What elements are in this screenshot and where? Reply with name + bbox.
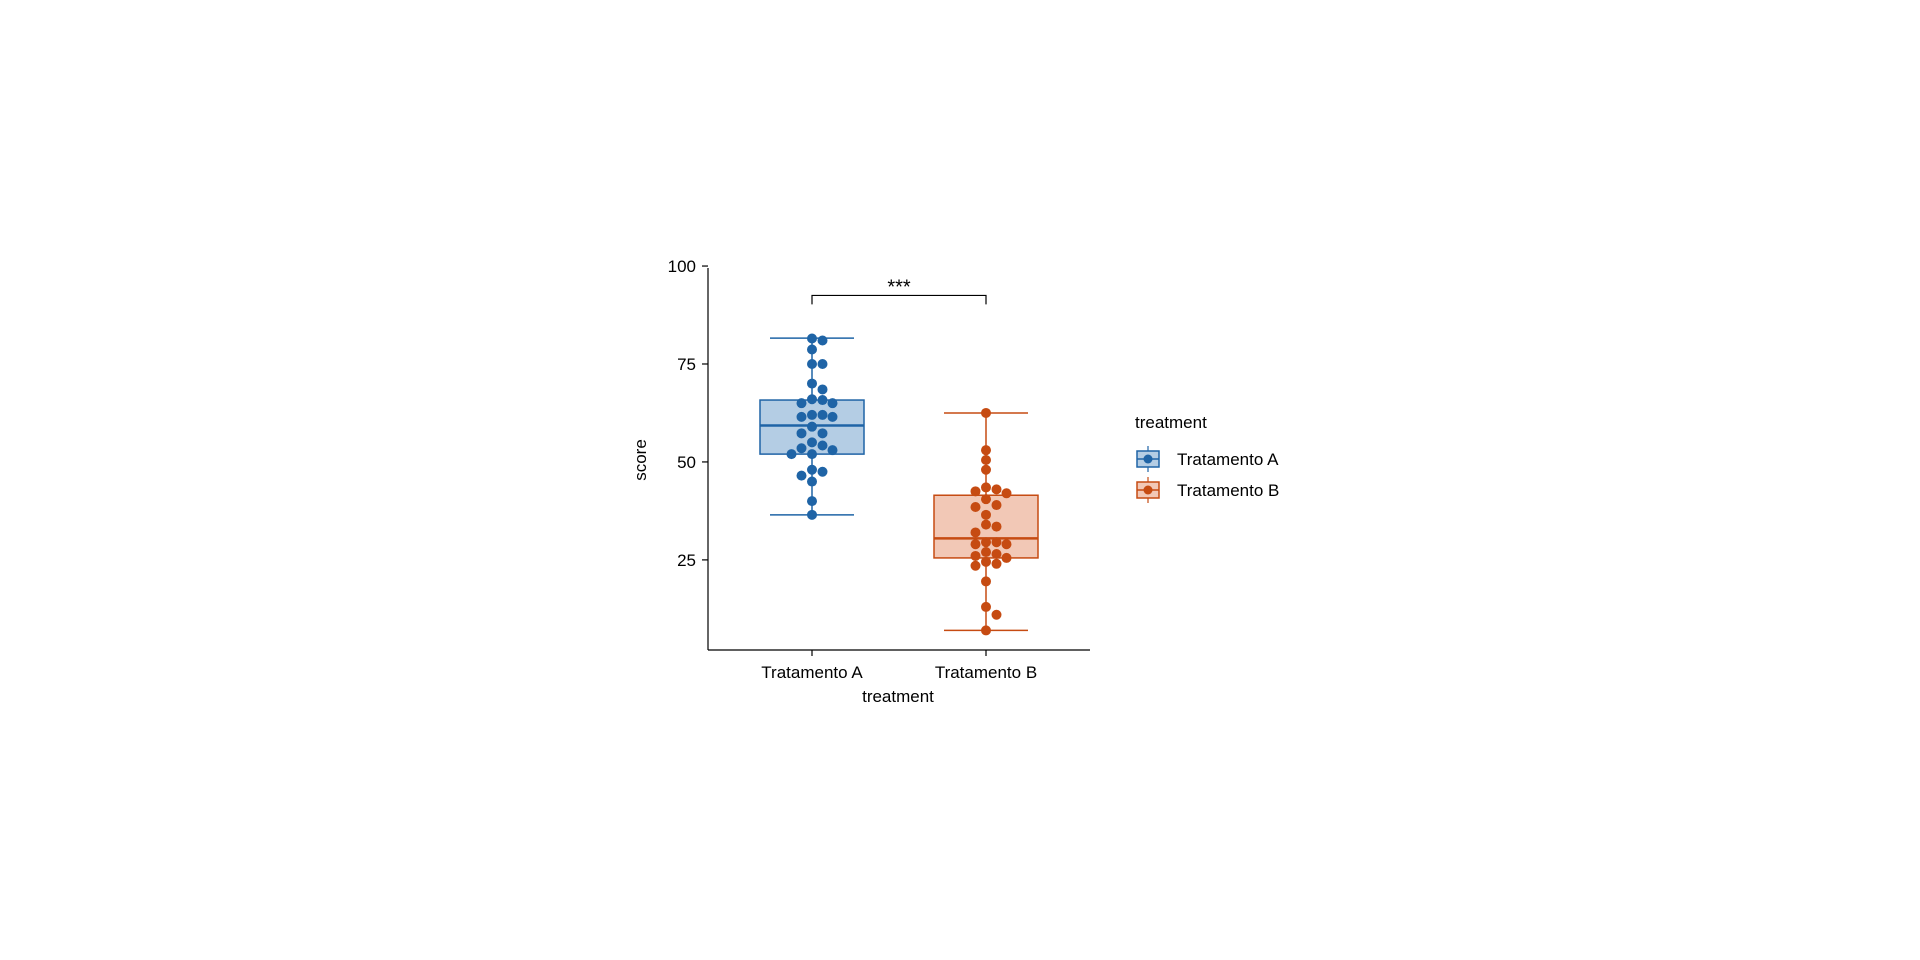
data-point bbox=[991, 609, 1002, 620]
data-point bbox=[991, 549, 1002, 560]
data-point bbox=[991, 500, 1002, 511]
data-point bbox=[991, 484, 1002, 495]
data-point bbox=[981, 464, 991, 475]
data-point bbox=[817, 384, 828, 395]
legend-item: Tratamento B bbox=[1136, 477, 1279, 503]
data-point bbox=[796, 428, 807, 439]
legend-title: treatment bbox=[1135, 413, 1207, 432]
data-point bbox=[991, 537, 1002, 548]
data-point bbox=[817, 395, 828, 406]
data-point bbox=[807, 476, 817, 487]
data-point bbox=[807, 409, 817, 420]
data-point bbox=[817, 466, 828, 477]
data-point bbox=[807, 344, 817, 355]
legend-item: Tratamento A bbox=[1136, 446, 1279, 472]
data-point bbox=[807, 509, 817, 520]
data-point bbox=[981, 509, 991, 520]
x-axis-title: treatment bbox=[862, 687, 934, 706]
data-point bbox=[970, 539, 981, 550]
data-point bbox=[970, 560, 981, 571]
legend-label: Tratamento B bbox=[1177, 481, 1279, 500]
legend: treatment Tratamento A Tratamento B bbox=[1135, 413, 1279, 503]
data-point bbox=[981, 407, 991, 418]
data-point bbox=[817, 358, 828, 369]
data-point bbox=[981, 547, 991, 558]
data-point bbox=[981, 537, 991, 548]
y-tick-label: 75 bbox=[677, 355, 696, 374]
data-point bbox=[817, 428, 828, 439]
legend-key-point bbox=[1143, 485, 1153, 495]
data-point bbox=[796, 443, 807, 454]
data-point bbox=[817, 409, 828, 420]
data-point bbox=[807, 449, 817, 460]
legend-key-point bbox=[1143, 454, 1153, 464]
data-point bbox=[796, 398, 807, 409]
data-point bbox=[981, 494, 991, 505]
y-tick-label: 100 bbox=[668, 257, 696, 276]
data-point bbox=[991, 521, 1002, 532]
plot-area: 25 50 75 100 Tratamento A Tratamento B *** bbox=[668, 257, 1090, 682]
data-point bbox=[970, 501, 981, 512]
series-2 bbox=[933, 407, 1039, 636]
data-point bbox=[981, 601, 991, 612]
x-tick-label: Tratamento B bbox=[935, 663, 1037, 682]
data-point bbox=[807, 333, 817, 344]
data-point bbox=[970, 550, 981, 561]
data-point bbox=[807, 394, 817, 405]
data-point bbox=[1001, 539, 1012, 550]
data-point bbox=[827, 445, 838, 456]
series-1 bbox=[759, 333, 865, 520]
data-point bbox=[981, 482, 991, 493]
y-axis-title: score bbox=[631, 439, 650, 481]
data-point bbox=[981, 556, 991, 567]
data-point bbox=[807, 464, 817, 475]
y-tick-label: 25 bbox=[677, 551, 696, 570]
significance-label: *** bbox=[887, 276, 911, 298]
data-point bbox=[796, 411, 807, 422]
data-point bbox=[817, 335, 828, 346]
data-point bbox=[981, 576, 991, 587]
data-point bbox=[807, 421, 817, 432]
data-point bbox=[981, 445, 991, 456]
data-point bbox=[981, 625, 991, 636]
data-point bbox=[827, 411, 838, 422]
x-tick-label: Tratamento A bbox=[761, 663, 863, 682]
data-point bbox=[796, 470, 807, 481]
data-point bbox=[786, 449, 797, 460]
data-point bbox=[970, 486, 981, 497]
legend-label: Tratamento A bbox=[1177, 450, 1279, 469]
data-point bbox=[807, 437, 817, 448]
y-tick-label: 50 bbox=[677, 453, 696, 472]
data-point bbox=[827, 398, 838, 409]
data-point bbox=[1001, 488, 1012, 499]
data-point bbox=[817, 440, 828, 451]
data-point bbox=[981, 519, 991, 530]
significance-bracket bbox=[811, 294, 987, 305]
data-point bbox=[807, 358, 817, 369]
data-point bbox=[991, 558, 1002, 569]
data-point bbox=[1001, 552, 1012, 563]
data-point bbox=[807, 496, 817, 507]
data-point bbox=[970, 527, 981, 538]
data-point bbox=[981, 454, 991, 465]
data-point bbox=[807, 378, 817, 389]
